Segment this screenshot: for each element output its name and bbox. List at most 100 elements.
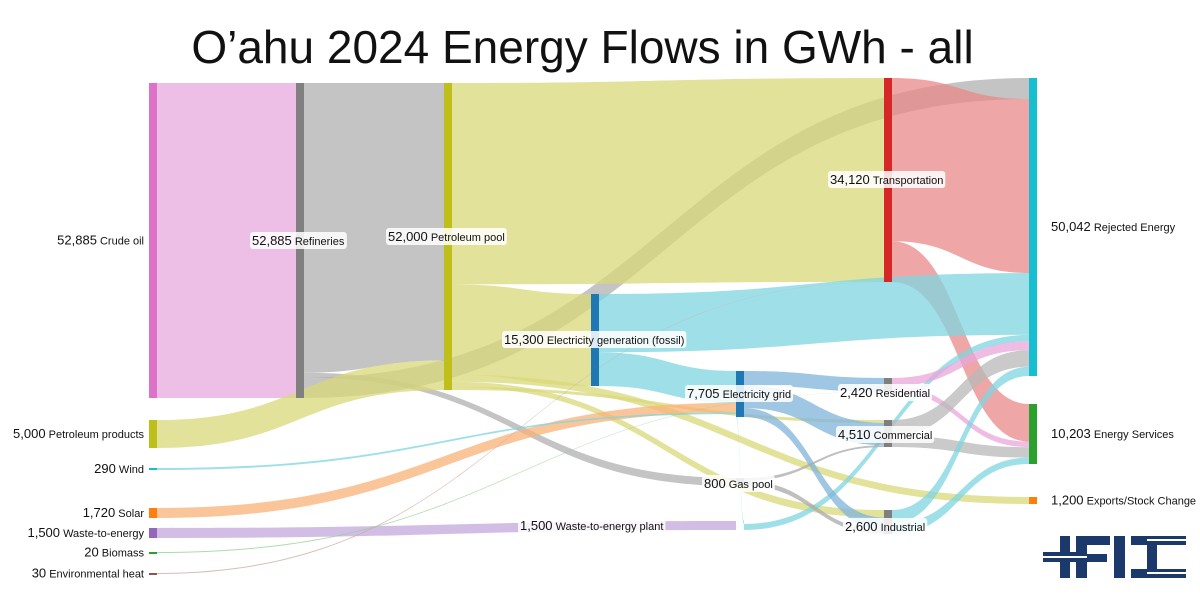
link-petpool-to-exports [452,374,1029,504]
svg-text:290 Wind: 290 Wind [94,461,144,476]
label-wind: 290 Wind [94,461,144,476]
link-grid-to-industrial [744,408,884,530]
label-residential: 2,420 Residential [838,384,933,401]
label-wte: 1,500 Waste-to-energy [27,525,144,540]
link-envheat-to-transport [157,281,884,574]
svg-text:1,200 Exports/Stock Change: 1,200 Exports/Stock Change [1051,493,1196,508]
label-exports: 1,200 Exports/Stock Change [1051,493,1196,508]
node-label-petprod: Petroleum products [46,429,145,441]
svg-text:1,720 Solar: 1,720 Solar [83,505,145,520]
node-value-rejected: 50,042 [1051,219,1091,234]
node-label-petpool: Petroleum pool [428,232,505,244]
node-exports [1029,497,1037,504]
node-label-industrial: Industrial [878,522,926,534]
label-gaspool: 800 Gas pool [702,475,775,492]
link-petpool-to-industrial [452,381,884,518]
label-commercial: 4,510 Commercial [836,426,935,443]
link-gaspool-to-industrial [744,481,884,534]
node-envheat [149,573,157,575]
node-value-biomass: 20 [84,545,98,560]
link-refinery-to-petpool [304,83,444,373]
svg-text:10,203 Energy Services: 10,203 Energy Services [1051,426,1174,441]
node-label-grid: Electricity grid [720,389,792,401]
node-label-gaspool: Gas pool [726,479,773,491]
svg-text:800 Gas pool: 800 Gas pool [704,476,773,491]
chart-title: O’ahu 2024 Energy Flows in GWh - all [191,21,974,73]
svg-text:34,120 Transportation: 34,120 Transportation [830,172,943,187]
labels-layer: 52,885 Crude oil 52,885 Refineries 52,000 … [13,171,1196,581]
node-value-commercial: 4,510 [838,427,871,442]
svg-text:52,000 Petroleum pool: 52,000 Petroleum pool [388,229,505,244]
node-value-gaspool: 800 [704,476,726,491]
svg-text:2,420 Residential: 2,420 Residential [840,385,930,400]
node-label-fossilgen: Electricity generation (fossil) [544,335,685,347]
node-value-wte: 1,500 [27,525,60,540]
label-fossilgen: 15,300 Electricity generation (fossil) [502,331,687,348]
node-value-grid: 7,705 [687,386,720,401]
hawaii-energy-logo-icon [1043,536,1186,578]
svg-text:52,885 Crude oil: 52,885 Crude oil [57,233,144,248]
svg-text:20 Biomass: 20 Biomass [84,545,144,560]
node-value-envheat: 30 [32,566,46,581]
node-services [1029,404,1037,464]
label-petprod: 5,000 Petroleum products [13,426,144,441]
link-residential-to-rejected [892,341,1029,387]
node-value-industrial: 2,600 [845,519,878,534]
svg-text:50,042 Rejected Energy: 50,042 Rejected Energy [1051,219,1176,234]
link-petpool-to-transport [452,78,884,285]
node-label-rejected: Rejected Energy [1091,222,1176,234]
svg-text:7,705 Electricity grid: 7,705 Electricity grid [687,386,791,401]
node-value-wteplant: 1,500 [520,518,553,533]
node-value-solar: 1,720 [83,505,116,520]
link-gaspool-to-commercial [744,445,884,481]
node-label-wte: Waste-to-energy [60,528,144,540]
node-value-transport: 34,120 [830,172,870,187]
node-petprod [149,420,157,448]
node-value-services: 10,203 [1051,426,1091,441]
svg-text:4,510 Commercial: 4,510 Commercial [838,427,932,442]
node-label-envheat: Environmental heat [46,569,144,581]
label-refinery: 52,885 Refineries [250,232,347,249]
link-biomass-to-residential [157,391,884,553]
node-rejected [1029,78,1037,376]
node-label-crude: Crude oil [97,236,144,248]
label-services: 10,203 Energy Services [1051,426,1174,441]
node-crude [149,83,157,398]
svg-text:1,500 Waste-to-energy: 1,500 Waste-to-energy [27,525,144,540]
link-transport-to-rejected [892,78,1029,274]
node-value-crude: 52,885 [57,233,97,248]
label-solar: 1,720 Solar [83,505,145,520]
label-transport: 34,120 Transportation [828,171,946,188]
node-label-services: Energy Services [1091,429,1175,441]
label-envheat: 30 Environmental heat [32,566,144,581]
node-label-residential: Residential [873,388,930,400]
links-layer [157,78,1029,574]
node-label-solar: Solar [115,508,144,520]
link-residential-to-services [892,386,1029,448]
svg-text:2,600 Industrial: 2,600 Industrial [845,519,925,534]
link-industrial-to-rejected [892,366,1029,524]
node-wind [149,468,157,470]
node-label-biomass: Biomass [99,548,145,560]
node-value-fossilgen: 15,300 [504,332,544,347]
link-wteplant-to-grid [736,414,744,524]
node-value-refinery: 52,885 [252,233,292,248]
node-value-residential: 2,420 [840,385,873,400]
node-value-petpool: 52,000 [388,229,428,244]
node-biomass [149,552,157,554]
node-label-wind: Wind [116,464,144,476]
node-label-transport: Transportation [870,175,944,187]
svg-text:30 Environmental heat: 30 Environmental heat [32,566,144,581]
node-label-commercial: Commercial [871,430,933,442]
link-refinery-to-gaspool [304,372,736,486]
node-label-wteplant: Waste-to-energy plant [553,521,664,533]
node-wte [149,528,157,538]
label-wteplant: 1,500 Waste-to-energy plant [518,517,666,534]
link-industrial-to-services [892,457,1029,534]
node-label-refinery: Refineries [292,236,345,248]
node-value-wind: 290 [94,461,116,476]
node-solar [149,508,157,518]
link-wind-to-grid [157,412,736,470]
svg-text:52,885 Refineries: 52,885 Refineries [252,233,345,248]
